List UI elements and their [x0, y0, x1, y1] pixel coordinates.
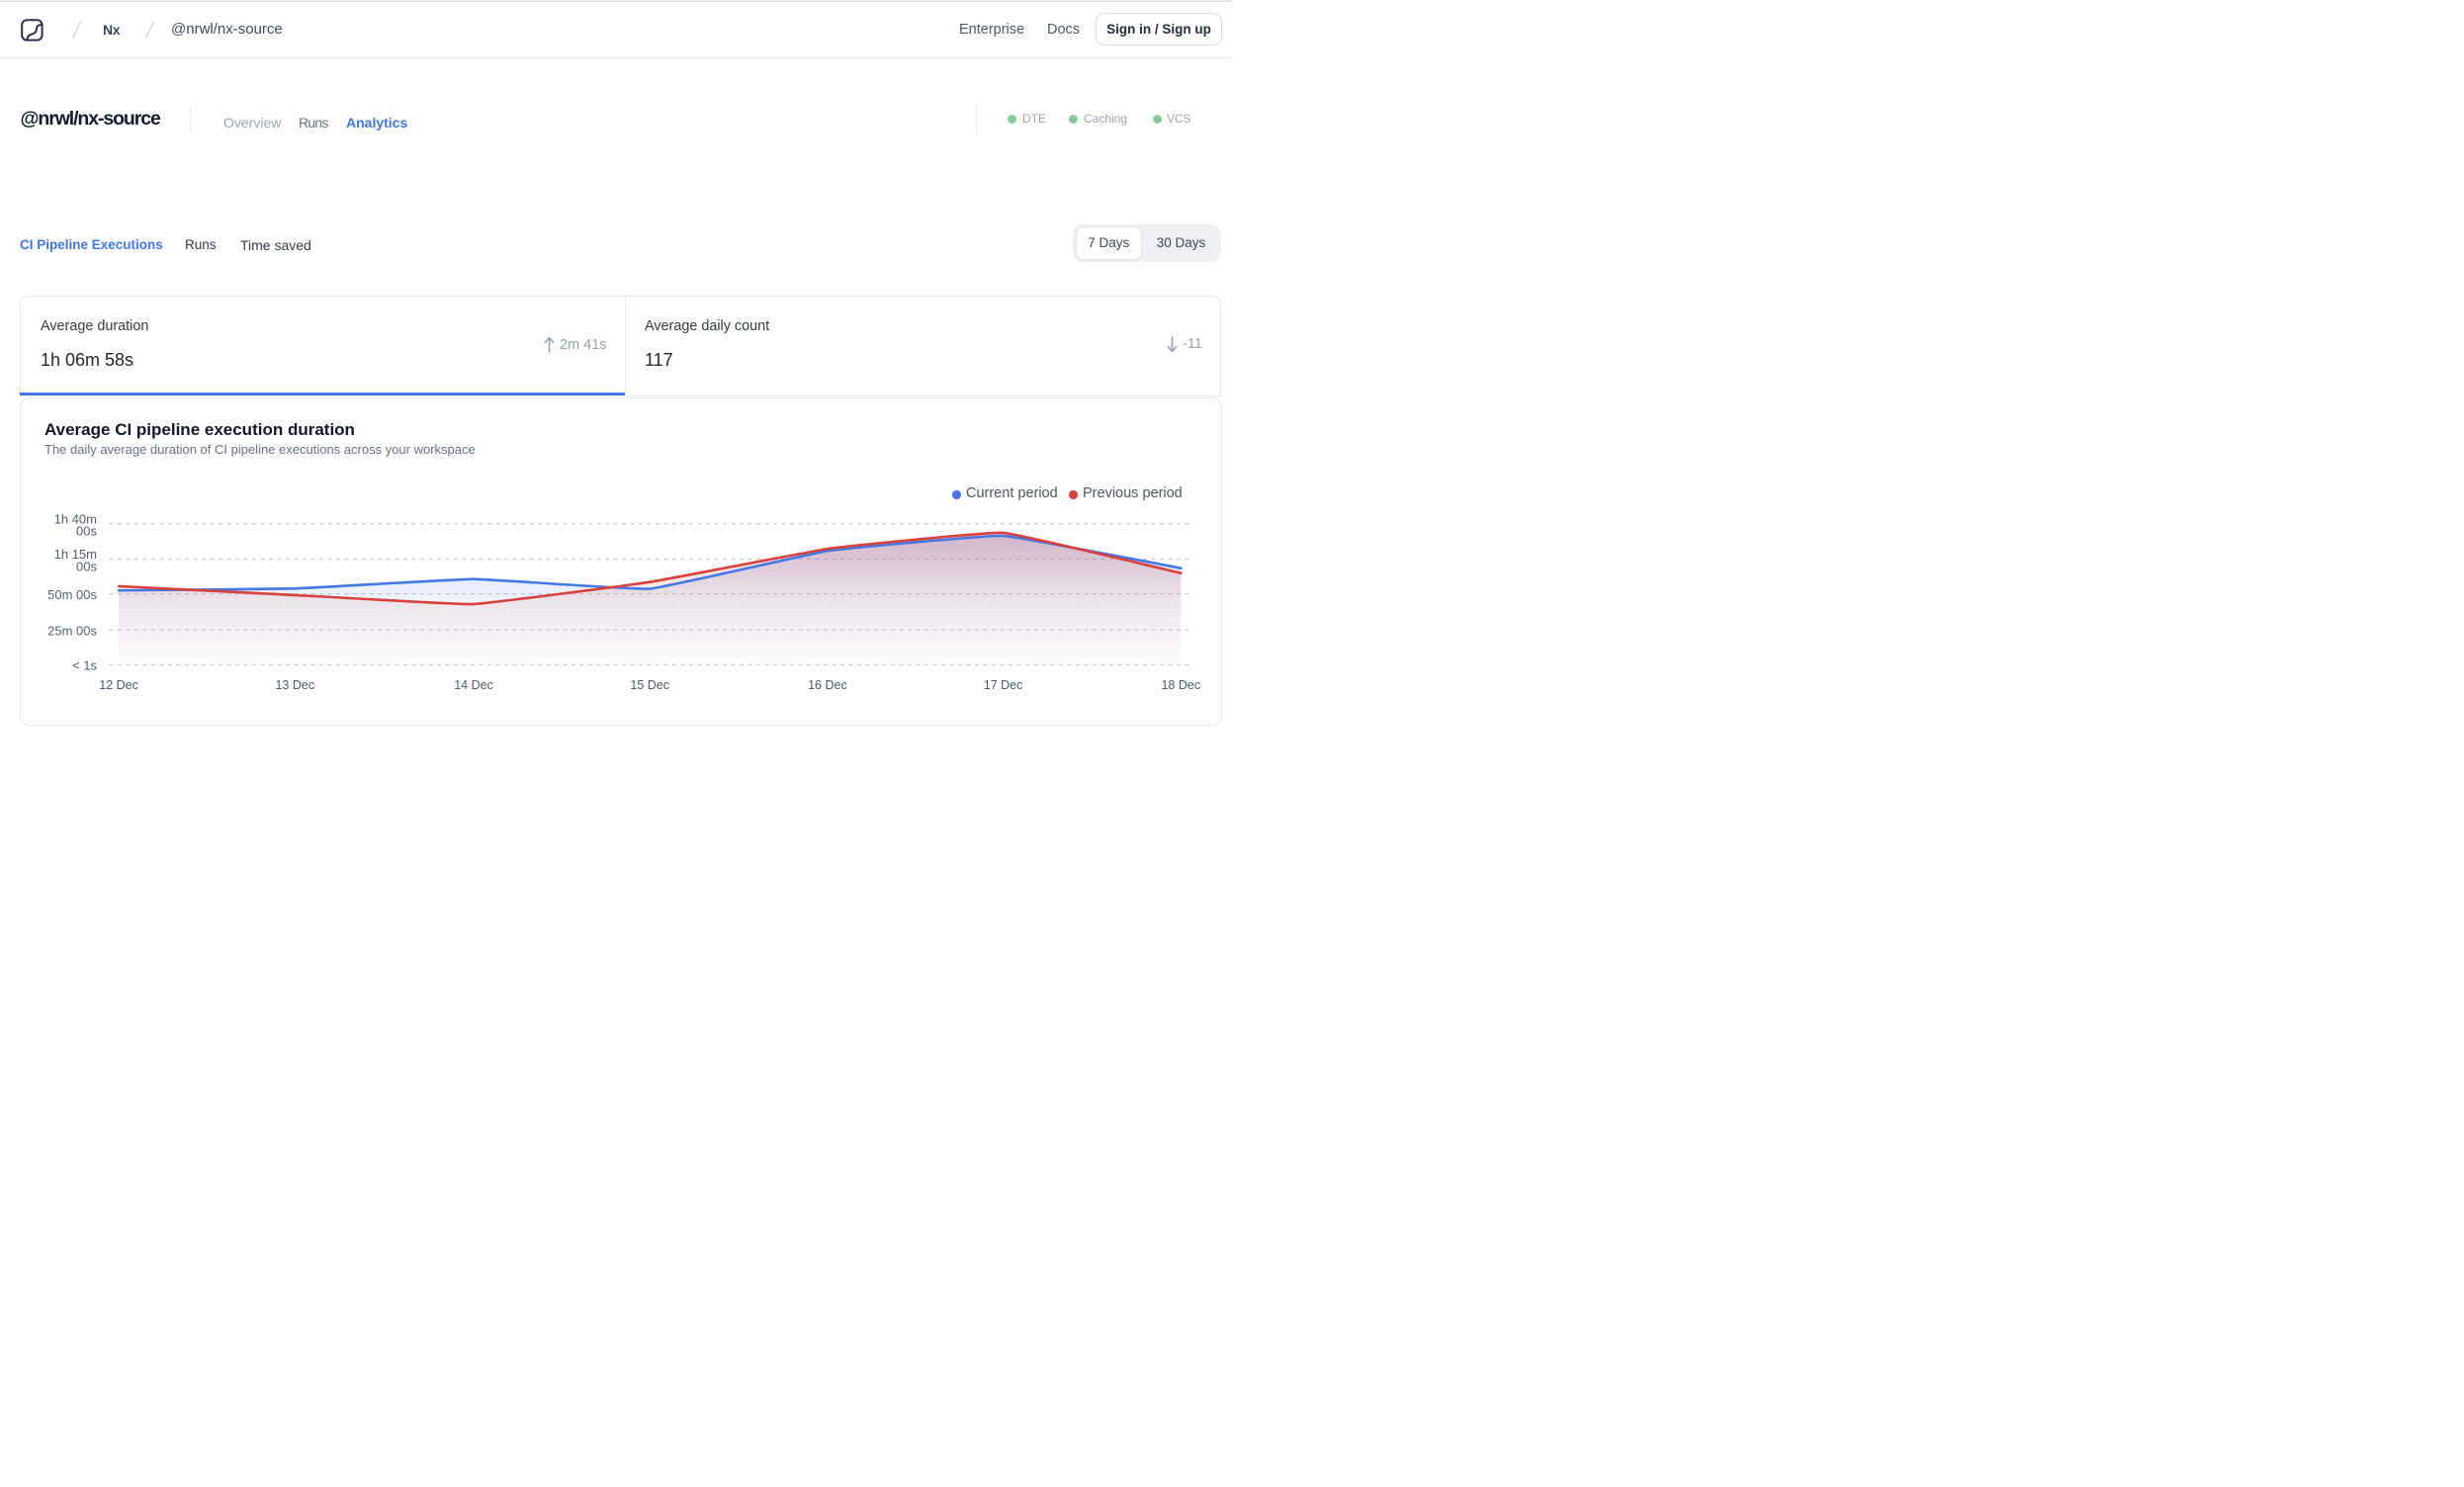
svg-text:17 Dec: 17 Dec: [984, 678, 1023, 692]
svg-text:< 1s: < 1s: [72, 658, 97, 673]
svg-text:50m 00s: 50m 00s: [47, 587, 97, 602]
svg-text:15 Dec: 15 Dec: [630, 678, 669, 692]
svg-text:00s: 00s: [76, 524, 97, 539]
svg-text:1h 40m: 1h 40m: [54, 511, 97, 526]
svg-text:14 Dec: 14 Dec: [454, 678, 493, 692]
svg-text:00s: 00s: [76, 560, 97, 574]
svg-text:1h 15m: 1h 15m: [54, 547, 97, 562]
svg-text:12 Dec: 12 Dec: [99, 678, 138, 692]
svg-text:13 Dec: 13 Dec: [275, 678, 314, 692]
svg-text:25m 00s: 25m 00s: [47, 623, 97, 638]
svg-text:16 Dec: 16 Dec: [808, 678, 847, 692]
svg-text:18 Dec: 18 Dec: [1161, 678, 1200, 692]
